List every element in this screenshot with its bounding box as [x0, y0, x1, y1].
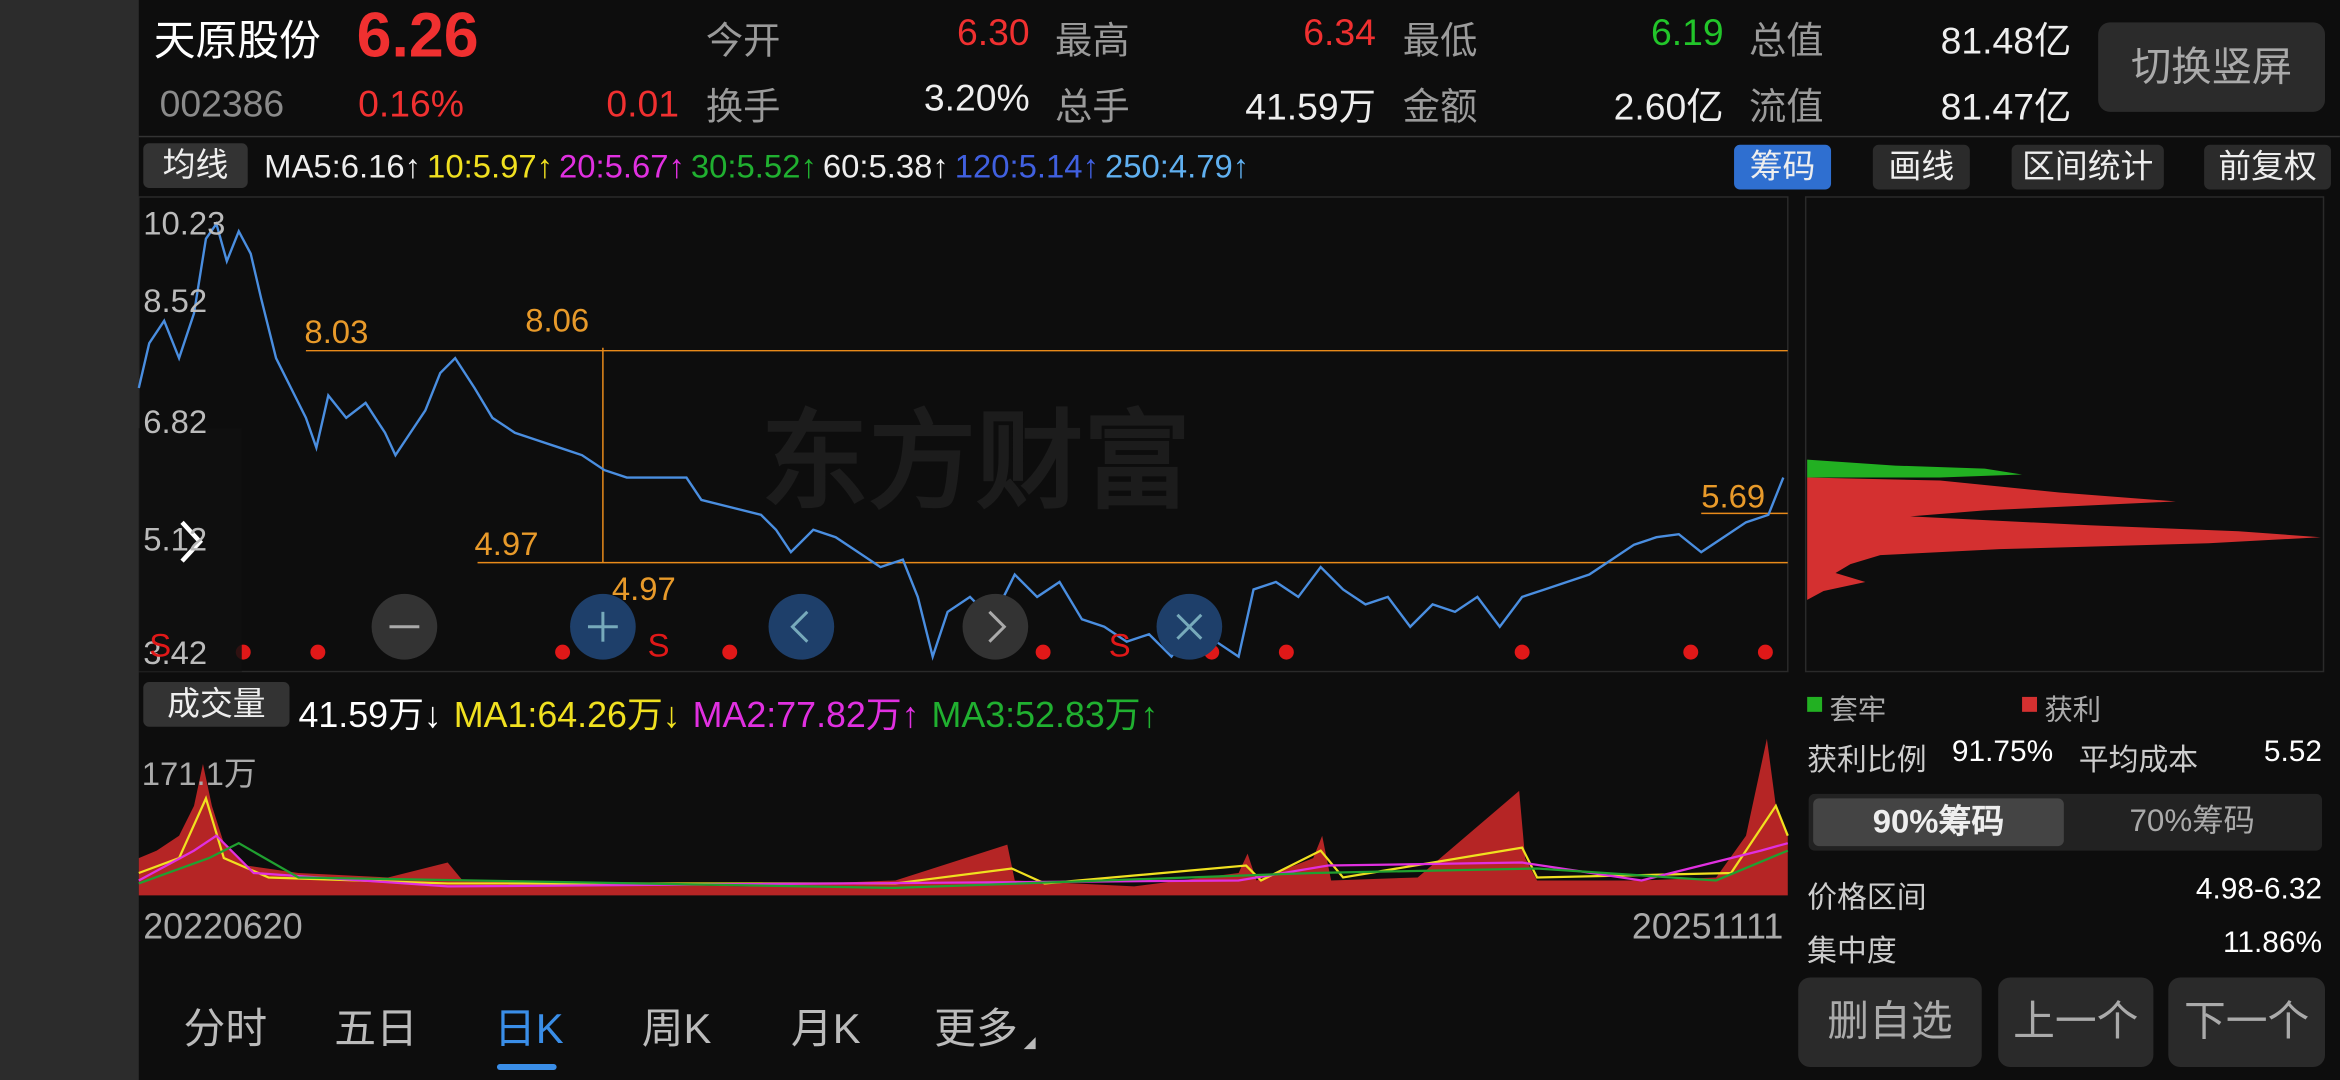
ma-item: 60:5.38↑ — [822, 147, 949, 186]
annotation: 4.97 — [474, 525, 539, 563]
chip-profit — [1807, 477, 2321, 600]
volume-ma1 — [138, 795, 1789, 885]
tab[interactable]: 日K — [493, 1005, 564, 1053]
tool-button[interactable]: 前复权 — [2204, 144, 2331, 190]
chip-frame — [1804, 196, 2325, 673]
stat-value: 6.34 — [1303, 11, 1376, 54]
annotation: 4.97 — [611, 570, 676, 608]
stat-label: 流值 — [1748, 86, 1824, 129]
stat-label: 最高 — [1055, 20, 1130, 63]
axis-label: 10.23 — [143, 204, 226, 242]
tab[interactable]: 周K — [641, 1005, 712, 1053]
volume-item: MA1:64.26万↓ — [453, 695, 681, 736]
stock-price: 6.26 — [356, 0, 479, 71]
action-button[interactable]: 上一个 — [1998, 977, 2154, 1067]
more-indicator — [1023, 1037, 1036, 1050]
stat-value: 41.59万 — [1245, 86, 1376, 129]
expand-arrow[interactable] — [180, 520, 204, 563]
volume-bars — [138, 738, 1788, 896]
axis-label: 5.12 — [143, 520, 208, 559]
avg-cost-label: 平均成本 — [2078, 744, 2199, 778]
stat-label: 换手 — [705, 86, 781, 129]
ma-item: 10:5.97↑ — [427, 147, 554, 186]
volume-ma3 — [138, 841, 1789, 890]
axis-label: 3.42 — [143, 634, 208, 672]
tab[interactable]: 更多 — [934, 1005, 1018, 1053]
tab-underline — [496, 1064, 557, 1070]
tab[interactable]: 五日 — [334, 1005, 418, 1053]
chip-trapped — [1807, 459, 2023, 478]
stat-value: 2.60亿 — [1613, 86, 1724, 129]
profit-label: 获利比例 — [1807, 744, 1927, 778]
tool-button[interactable]: 画线 — [1872, 144, 1970, 190]
volume-axis: 171.1万 — [141, 755, 257, 793]
stat-value: 6.30 — [957, 11, 1030, 54]
ma-items: MA5:6.16↑ 10:5.97↑ 20:5.67↑ 30:5.52↑ 60:5.38… — [264, 148, 1255, 187]
volume-item: MA2:77.82万↑ — [692, 695, 920, 736]
stat-value: 6.19 — [1650, 11, 1724, 54]
stat-value: 3.20% — [923, 77, 1030, 120]
concentration-value: 11.86% — [2222, 926, 2323, 960]
volume-ma2 — [138, 834, 1789, 888]
stat-value: 81.48亿 — [1940, 20, 2072, 63]
volume-item: MA3:52.83万↑ — [931, 695, 1159, 736]
change-pct: 0.16% — [358, 83, 464, 126]
stat-label: 金额 — [1402, 86, 1478, 129]
avg-cost-value: 5.52 — [2263, 735, 2323, 769]
tab[interactable]: 分时 — [183, 1005, 268, 1053]
watermark: 东方财富 — [761, 402, 1191, 523]
toggle-option[interactable]: 90%筹码 — [1813, 798, 2064, 847]
axis-label: 8.52 — [143, 282, 208, 320]
price-line — [137, 221, 1785, 661]
side-strip — [0, 0, 139, 1080]
annotation: 8.06 — [525, 301, 590, 339]
ma-item: 250:4.79↑ — [1104, 147, 1250, 186]
stat-label: 总值 — [1748, 20, 1824, 63]
change: 0.01 — [606, 83, 679, 126]
tool-button[interactable]: 筹码 — [1734, 144, 1832, 190]
volume-label[interactable]: 成交量 — [143, 681, 290, 727]
tab[interactable]: 月K — [790, 1005, 861, 1053]
stat-label: 总手 — [1055, 86, 1130, 129]
toggle-option[interactable]: 70%筹码 — [2129, 804, 2255, 839]
stock-code: 002386 — [159, 83, 285, 126]
stat-label: 今开 — [705, 20, 781, 63]
legend-swatch — [2022, 696, 2037, 712]
stat-value: 81.47亿 — [1940, 86, 2072, 129]
stat-label: 最低 — [1402, 20, 1478, 63]
ma-label[interactable]: 均线 — [143, 143, 248, 189]
legend-swatch — [1807, 696, 1823, 712]
action-button[interactable]: 删自选 — [1798, 977, 1982, 1067]
annotation: 5.69 — [1701, 477, 1766, 515]
ma-item: 120:5.14↑ — [954, 147, 1099, 186]
ma-item: 30:5.52↑ — [690, 147, 817, 186]
action-button[interactable]: 下一个 — [2168, 977, 2326, 1067]
concentration-label: 集中度 — [1807, 935, 1897, 969]
zoom-controls[interactable] — [371, 593, 1223, 660]
profit-value: 91.75% — [1951, 735, 2054, 769]
volume-items: 41.59万↓ MA1:64.26万↓ MA2:77.82万↑ MA3:52.83万↑ — [298, 685, 1170, 737]
legend-label: 套牢 — [1829, 695, 1887, 727]
signal: S — [1108, 626, 1131, 665]
volume-item: 41.59万↓ — [298, 695, 442, 736]
tool-button[interactable]: 区间统计 — [2011, 144, 2164, 190]
annotation: 8.03 — [304, 313, 369, 351]
range-label: 价格区间 — [1807, 881, 1927, 915]
axis-label: 6.82 — [143, 402, 208, 441]
ma-item: MA5:6.16↑ — [264, 147, 422, 186]
legend-label: 获利 — [2044, 695, 2102, 727]
stock-name: 天原股份 — [153, 17, 321, 65]
start-date: 20220620 — [143, 907, 303, 948]
divider — [138, 135, 2340, 138]
signal: S — [647, 626, 670, 665]
end-date: 20251111 — [1631, 907, 1784, 948]
ma-item: 20:5.67↑ — [558, 147, 685, 186]
signal: S — [149, 626, 172, 665]
range-value: 4.98-6.32 — [2195, 872, 2323, 906]
switch-button[interactable]: 切换竖屏 — [2098, 22, 2326, 112]
